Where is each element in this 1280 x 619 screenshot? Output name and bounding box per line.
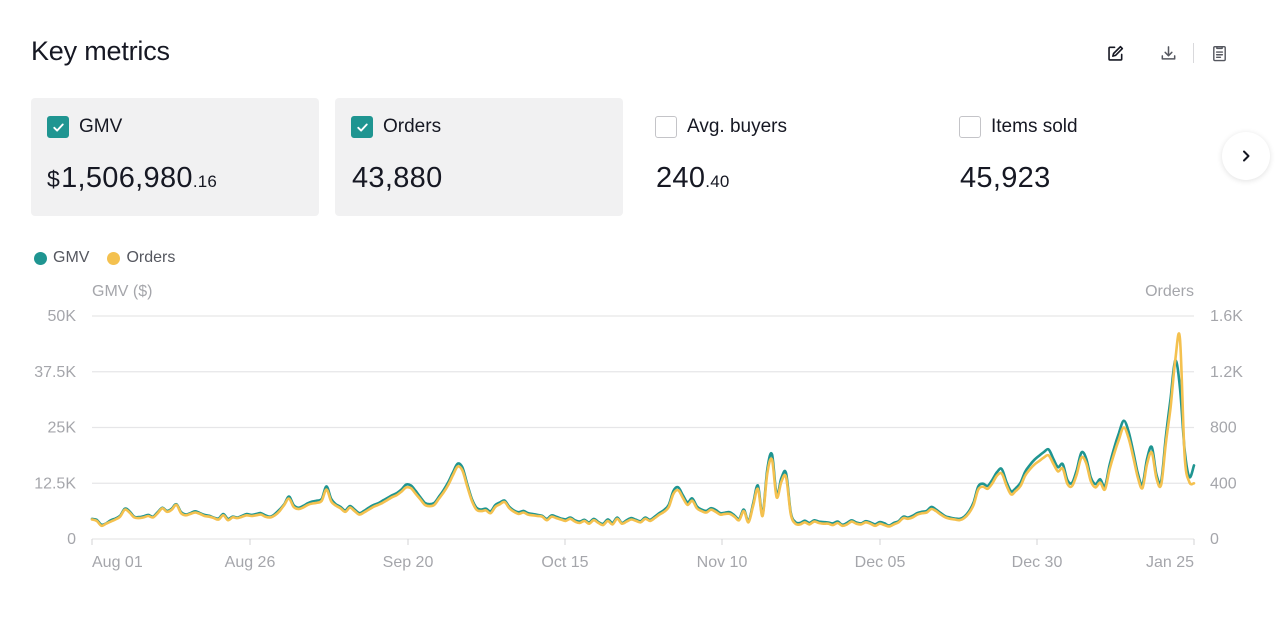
metric-label: Orders — [383, 116, 442, 137]
page-title: Key metrics — [31, 36, 170, 66]
y-tick-label-right: 0 — [1210, 531, 1219, 548]
legend-label: GMV — [53, 249, 90, 266]
x-tick-label: Oct 15 — [541, 554, 588, 571]
edit-button[interactable] — [1102, 40, 1128, 66]
gmv-checkbox[interactable] — [47, 116, 69, 138]
metric-label: Avg. buyers — [687, 116, 787, 137]
report-button[interactable] — [1206, 40, 1232, 66]
download-button[interactable] — [1155, 40, 1181, 66]
metric-cards: GMV $1,506,980.16 Orders 43,880 Avg. buy… — [31, 98, 1247, 216]
checkmark-icon — [356, 123, 368, 132]
line-chart: GMV ($) Orders 0 0 12.5K 400 25K 800 37.5K 1.2K 50… — [34, 283, 1243, 571]
y-tick-label-left: 12.5K — [34, 475, 76, 492]
orders-legend-dot — [107, 251, 121, 265]
next-metrics-button[interactable] — [1222, 132, 1270, 180]
chevron-right-icon — [1243, 150, 1250, 162]
orders-checkbox[interactable] — [351, 116, 373, 138]
metric-card-avg-buyers[interactable]: Avg. buyers 240.40 — [639, 98, 927, 216]
gmv-legend-dot — [34, 251, 47, 265]
legend-item-gmv[interactable]: GMV — [34, 249, 89, 267]
x-tick-label: Dec 30 — [1012, 554, 1063, 571]
metric-value: $1,506,980.16 — [47, 162, 218, 194]
toolbar-divider — [1193, 43, 1194, 63]
edit-icon — [1107, 45, 1123, 61]
items-sold-checkbox[interactable] — [959, 116, 981, 138]
metric-value: 45,923 — [960, 162, 1051, 194]
x-tick-label: Nov 10 — [697, 554, 748, 571]
checkmark-icon — [52, 123, 64, 132]
metric-card-gmv[interactable]: GMV $1,506,980.16 — [31, 98, 319, 216]
metric-label: Items sold — [991, 116, 1078, 137]
document-icon — [1212, 45, 1226, 61]
y-axis-title-left: GMV ($) — [92, 283, 152, 300]
x-tick-label: Aug 26 — [225, 554, 276, 571]
series-line-gmv — [90, 359, 1196, 527]
x-tick-label: Aug 01 — [92, 554, 143, 571]
y-tick-label-right: 1.2K — [1210, 364, 1243, 381]
legend-label: Orders — [126, 249, 176, 266]
y-tick-label-right: 400 — [1210, 475, 1237, 492]
y-tick-label-right: 800 — [1210, 420, 1237, 437]
toolbar — [1102, 40, 1232, 66]
x-tick-label: Sep 20 — [383, 554, 434, 571]
metric-card-orders[interactable]: Orders 43,880 — [335, 98, 623, 216]
y-tick-label-left: 25K — [48, 420, 77, 437]
y-tick-label-right: 1.6K — [1210, 308, 1243, 325]
avg-buyers-checkbox[interactable] — [655, 116, 677, 138]
y-axis-title-right: Orders — [1145, 283, 1194, 300]
metric-value: 43,880 — [352, 162, 443, 194]
y-tick-label-left: 50K — [48, 308, 77, 325]
x-tick-label: Dec 05 — [855, 554, 906, 571]
y-tick-label-left: 0 — [67, 531, 76, 548]
series-line-orders — [90, 332, 1196, 528]
download-icon — [1161, 45, 1175, 60]
metric-card-items-sold[interactable]: Items sold 45,923 — [943, 98, 1231, 216]
metric-label: GMV — [79, 116, 123, 137]
chart-legend: GMV Orders — [34, 249, 193, 267]
metric-value: 240.40 — [656, 162, 730, 194]
y-tick-label-left: 37.5K — [34, 364, 76, 381]
x-tick-label: Jan 25 — [1146, 554, 1194, 571]
legend-item-orders[interactable]: Orders — [107, 249, 175, 267]
